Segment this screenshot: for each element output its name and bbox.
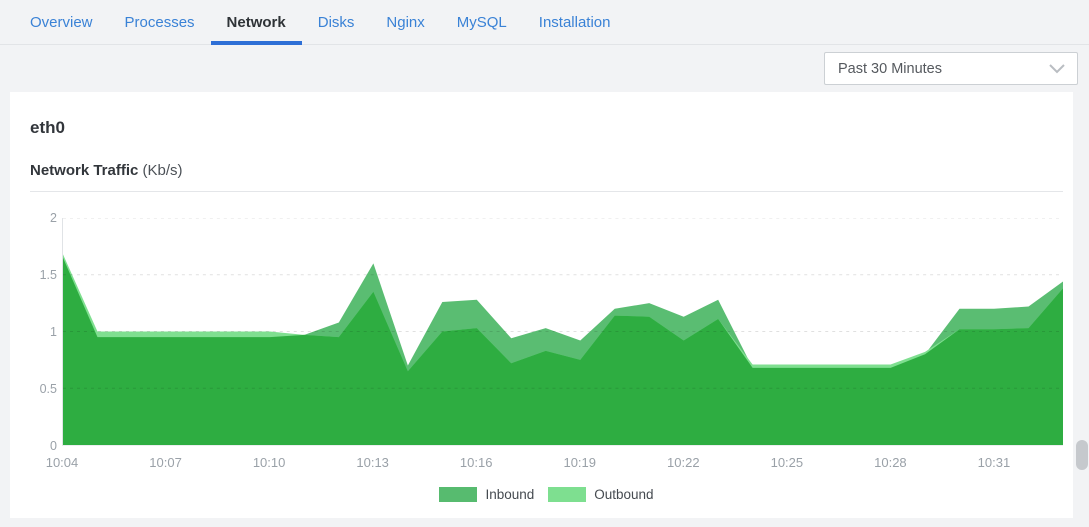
- tab-network[interactable]: Network: [210, 0, 302, 45]
- inbound-swatch-icon: [439, 487, 478, 502]
- tab-mysql[interactable]: MySQL: [456, 13, 507, 31]
- time-range-dropdown[interactable]: Past 30 Minutes: [824, 52, 1078, 85]
- x-axis: 10:04 10:07 10:10 10:13 10:16 10:19 10:22 10:25…: [46, 446, 1063, 476]
- tab-processes[interactable]: Processes: [124, 13, 195, 31]
- overlap-area: [63, 257, 1063, 445]
- x-tick-10:04: 10:04: [45, 455, 79, 470]
- x-tick-10:22: 10:22: [667, 455, 700, 470]
- chart-unit: (Kb/s): [142, 162, 183, 179]
- y-tick-0: 0: [50, 439, 57, 453]
- x-tick-10:19: 10:19: [563, 455, 597, 470]
- divider: [30, 191, 1063, 192]
- outbound-swatch-icon: [548, 487, 587, 502]
- y-tick-2: 2: [50, 211, 57, 225]
- y-tick-1: 1: [50, 325, 57, 339]
- legend-label: Inbound: [485, 487, 535, 502]
- chart-plot-area[interactable]: 0 0.5 1 1.5 2: [40, 211, 1063, 453]
- legend-item-outbound[interactable]: Outbound: [548, 487, 654, 502]
- tab-disks[interactable]: Disks: [317, 13, 355, 31]
- chart-title: Network Traffic (Kb/s): [10, 138, 1073, 179]
- x-tick-10:16: 10:16: [459, 455, 493, 470]
- x-tick-10:07: 10:07: [149, 455, 182, 470]
- x-tick-10:10: 10:10: [252, 455, 286, 470]
- tab-overview[interactable]: Overview: [30, 13, 93, 31]
- network-traffic-chart: 0 0.5 1 1.5 2 10:04 10:07 10:10 10:13 10:16 10:19…: [30, 211, 1063, 502]
- tab-installation[interactable]: Installation: [538, 13, 611, 31]
- y-tick-0.5: 0.5: [39, 382, 57, 396]
- x-tick-10:25: 10:25: [770, 455, 804, 470]
- x-tick-10:13: 10:13: [356, 455, 389, 470]
- chart-title-text: Network Traffic: [30, 162, 139, 179]
- legend-item-inbound[interactable]: Inbound: [439, 487, 534, 502]
- legend-label: Outbound: [594, 487, 654, 502]
- y-tick-1.5: 1.5: [39, 268, 57, 282]
- x-tick-10:31: 10:31: [977, 455, 1011, 470]
- time-range-value: Past 30 Minutes: [838, 60, 942, 77]
- chevron-down-icon: [1049, 63, 1065, 74]
- interface-title: eth0: [30, 118, 65, 137]
- filter-bar: Past 30 Minutes: [0, 45, 1089, 92]
- x-tick-10:28: 10:28: [874, 455, 907, 470]
- network-card: eth0 Network Traffic (Kb/s) 0 0.5 1 1.5 2 10…: [10, 92, 1073, 518]
- tab-bar: Overview Processes Network Disks Nginx MySQL I…: [0, 0, 1089, 45]
- scrollbar-thumb[interactable]: [1076, 440, 1088, 470]
- chart-legend: Inbound Outbound: [30, 487, 1063, 502]
- tab-nginx[interactable]: Nginx: [386, 13, 425, 31]
